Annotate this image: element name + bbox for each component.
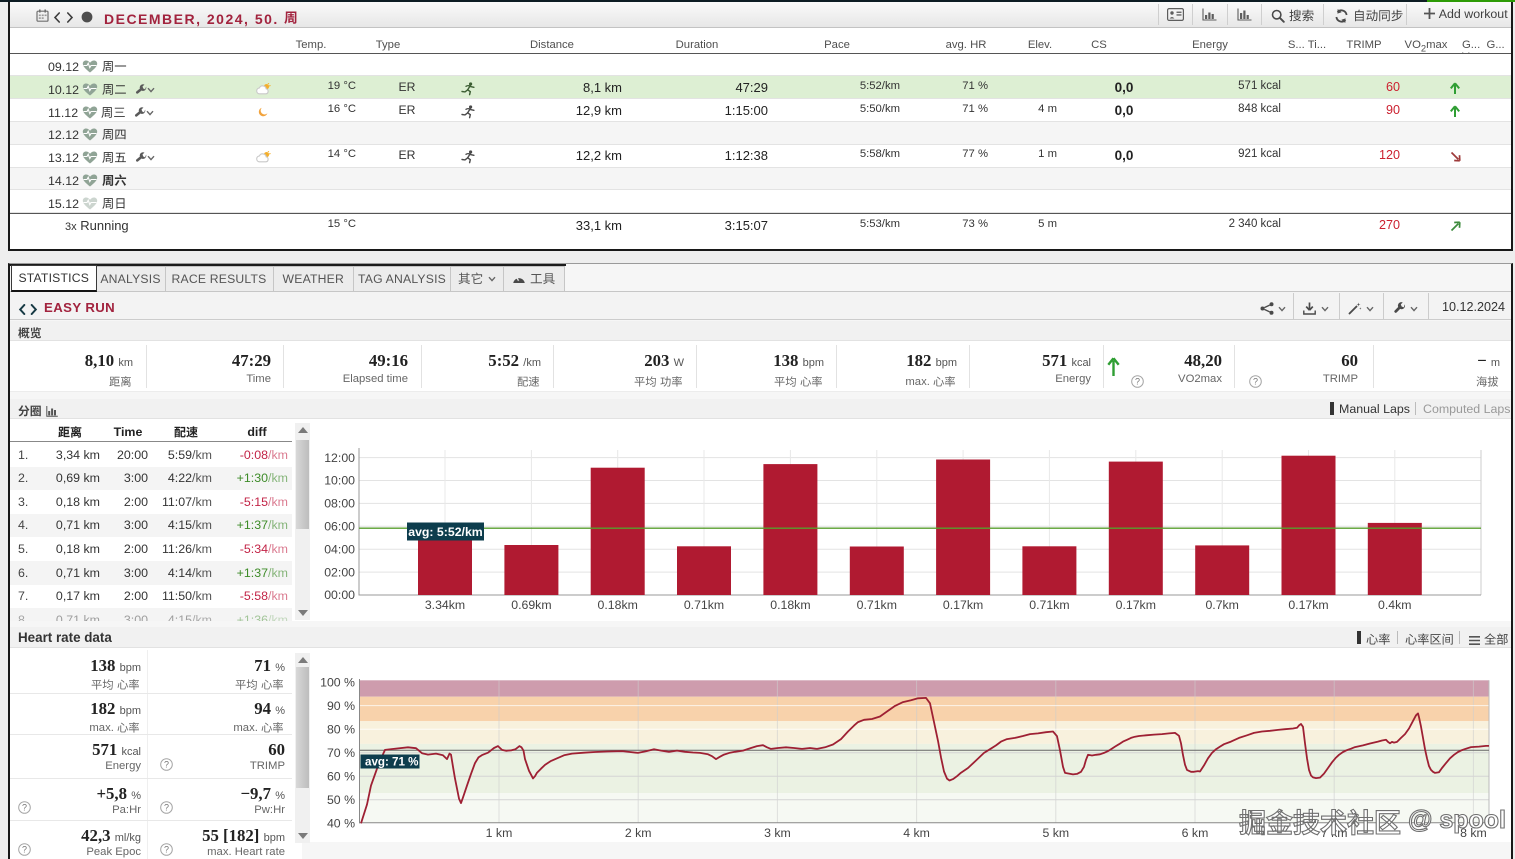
svg-text:80 %: 80 % [327,722,355,736]
svg-text:?: ? [164,760,169,770]
svg-text:0.17km: 0.17km [943,598,983,612]
svg-text:2 km: 2 km [625,826,652,840]
svg-text:100 %: 100 % [320,675,355,689]
svg-text:0.71km: 0.71km [684,598,724,612]
svg-text:0.71km: 0.71km [857,598,897,612]
svg-text:04:00: 04:00 [324,542,355,556]
svg-text:12:00: 12:00 [324,451,355,465]
svg-text:?: ? [164,844,169,854]
svg-text:90 %: 90 % [327,699,355,713]
svg-text:8 km: 8 km [1460,826,1487,840]
svg-text:?: ? [1253,377,1258,387]
svg-text:0.17km: 0.17km [1116,598,1156,612]
svg-text:02:00: 02:00 [324,565,355,579]
svg-text:?: ? [22,844,27,854]
svg-text:08:00: 08:00 [324,497,355,511]
svg-text:00:00: 00:00 [324,588,355,602]
svg-text:0.17km: 0.17km [1288,598,1328,612]
svg-text:?: ? [22,802,27,812]
svg-text:0.69km: 0.69km [511,598,551,612]
svg-text:3 km: 3 km [764,826,791,840]
svg-text:avg: 5:52/km: avg: 5:52/km [408,525,483,539]
svg-text:@ spool: @ spool [1408,806,1506,834]
svg-text:0.18km: 0.18km [598,598,638,612]
svg-text:06:00: 06:00 [324,520,355,534]
svg-text:1 km: 1 km [486,826,513,840]
svg-text:70 %: 70 % [327,746,355,760]
svg-text:60 %: 60 % [327,769,355,783]
svg-text:?: ? [1135,377,1140,387]
svg-text:0.7km: 0.7km [1205,598,1239,612]
svg-text:?: ? [164,802,169,812]
svg-text:40 %: 40 % [327,817,355,831]
svg-text:50 %: 50 % [327,793,355,807]
svg-text:avg: 71 %: avg: 71 % [365,755,419,768]
svg-text:0.18km: 0.18km [770,598,810,612]
svg-text:5 km: 5 km [1042,826,1069,840]
svg-text:4 km: 4 km [903,826,930,840]
svg-text:3.34km: 3.34km [425,598,465,612]
svg-text:10:00: 10:00 [324,474,355,488]
svg-text:0.71km: 0.71km [1029,598,1069,612]
svg-text:6 km: 6 km [1182,826,1209,840]
svg-text:0.4km: 0.4km [1378,598,1412,612]
